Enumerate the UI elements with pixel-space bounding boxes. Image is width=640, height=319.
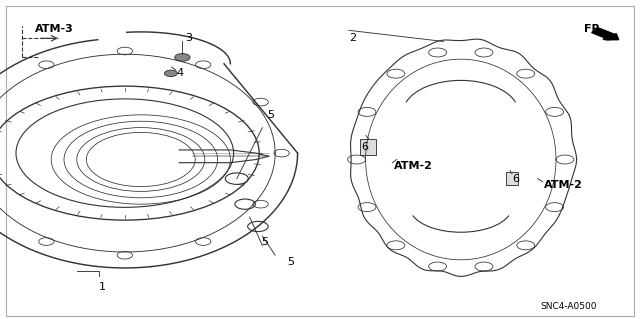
Circle shape	[516, 241, 534, 250]
Circle shape	[516, 69, 534, 78]
Circle shape	[387, 69, 405, 78]
Circle shape	[175, 54, 190, 61]
Circle shape	[475, 48, 493, 57]
Circle shape	[39, 61, 54, 69]
Text: 5: 5	[287, 256, 294, 267]
Text: FR.: FR.	[584, 24, 604, 34]
Text: 6: 6	[512, 174, 519, 184]
Circle shape	[164, 70, 177, 77]
Circle shape	[195, 238, 211, 245]
Circle shape	[274, 149, 289, 157]
Circle shape	[348, 155, 365, 164]
Text: 5: 5	[268, 110, 275, 120]
Text: 5: 5	[261, 237, 268, 248]
Circle shape	[546, 108, 564, 116]
Text: ATM-2: ATM-2	[394, 161, 433, 171]
Bar	[360, 139, 376, 155]
Text: 3: 3	[186, 33, 193, 43]
Bar	[506, 172, 518, 185]
Circle shape	[556, 155, 574, 164]
Circle shape	[117, 47, 132, 55]
Text: 1: 1	[99, 282, 106, 292]
Circle shape	[253, 200, 268, 208]
Circle shape	[429, 48, 447, 57]
Circle shape	[475, 262, 493, 271]
Circle shape	[117, 251, 132, 259]
Text: ATM-3: ATM-3	[35, 24, 74, 34]
Circle shape	[196, 61, 211, 69]
Circle shape	[387, 241, 405, 250]
Text: 4: 4	[176, 68, 183, 78]
Circle shape	[253, 98, 268, 106]
Circle shape	[429, 262, 447, 271]
FancyArrow shape	[591, 28, 619, 40]
Text: 2: 2	[349, 33, 356, 43]
Circle shape	[546, 203, 564, 211]
Text: SNC4-A0500: SNC4-A0500	[541, 302, 597, 311]
Text: ATM-2: ATM-2	[544, 180, 583, 190]
Text: 6: 6	[362, 142, 369, 152]
Circle shape	[38, 238, 54, 245]
Circle shape	[358, 203, 376, 211]
Circle shape	[358, 108, 376, 116]
